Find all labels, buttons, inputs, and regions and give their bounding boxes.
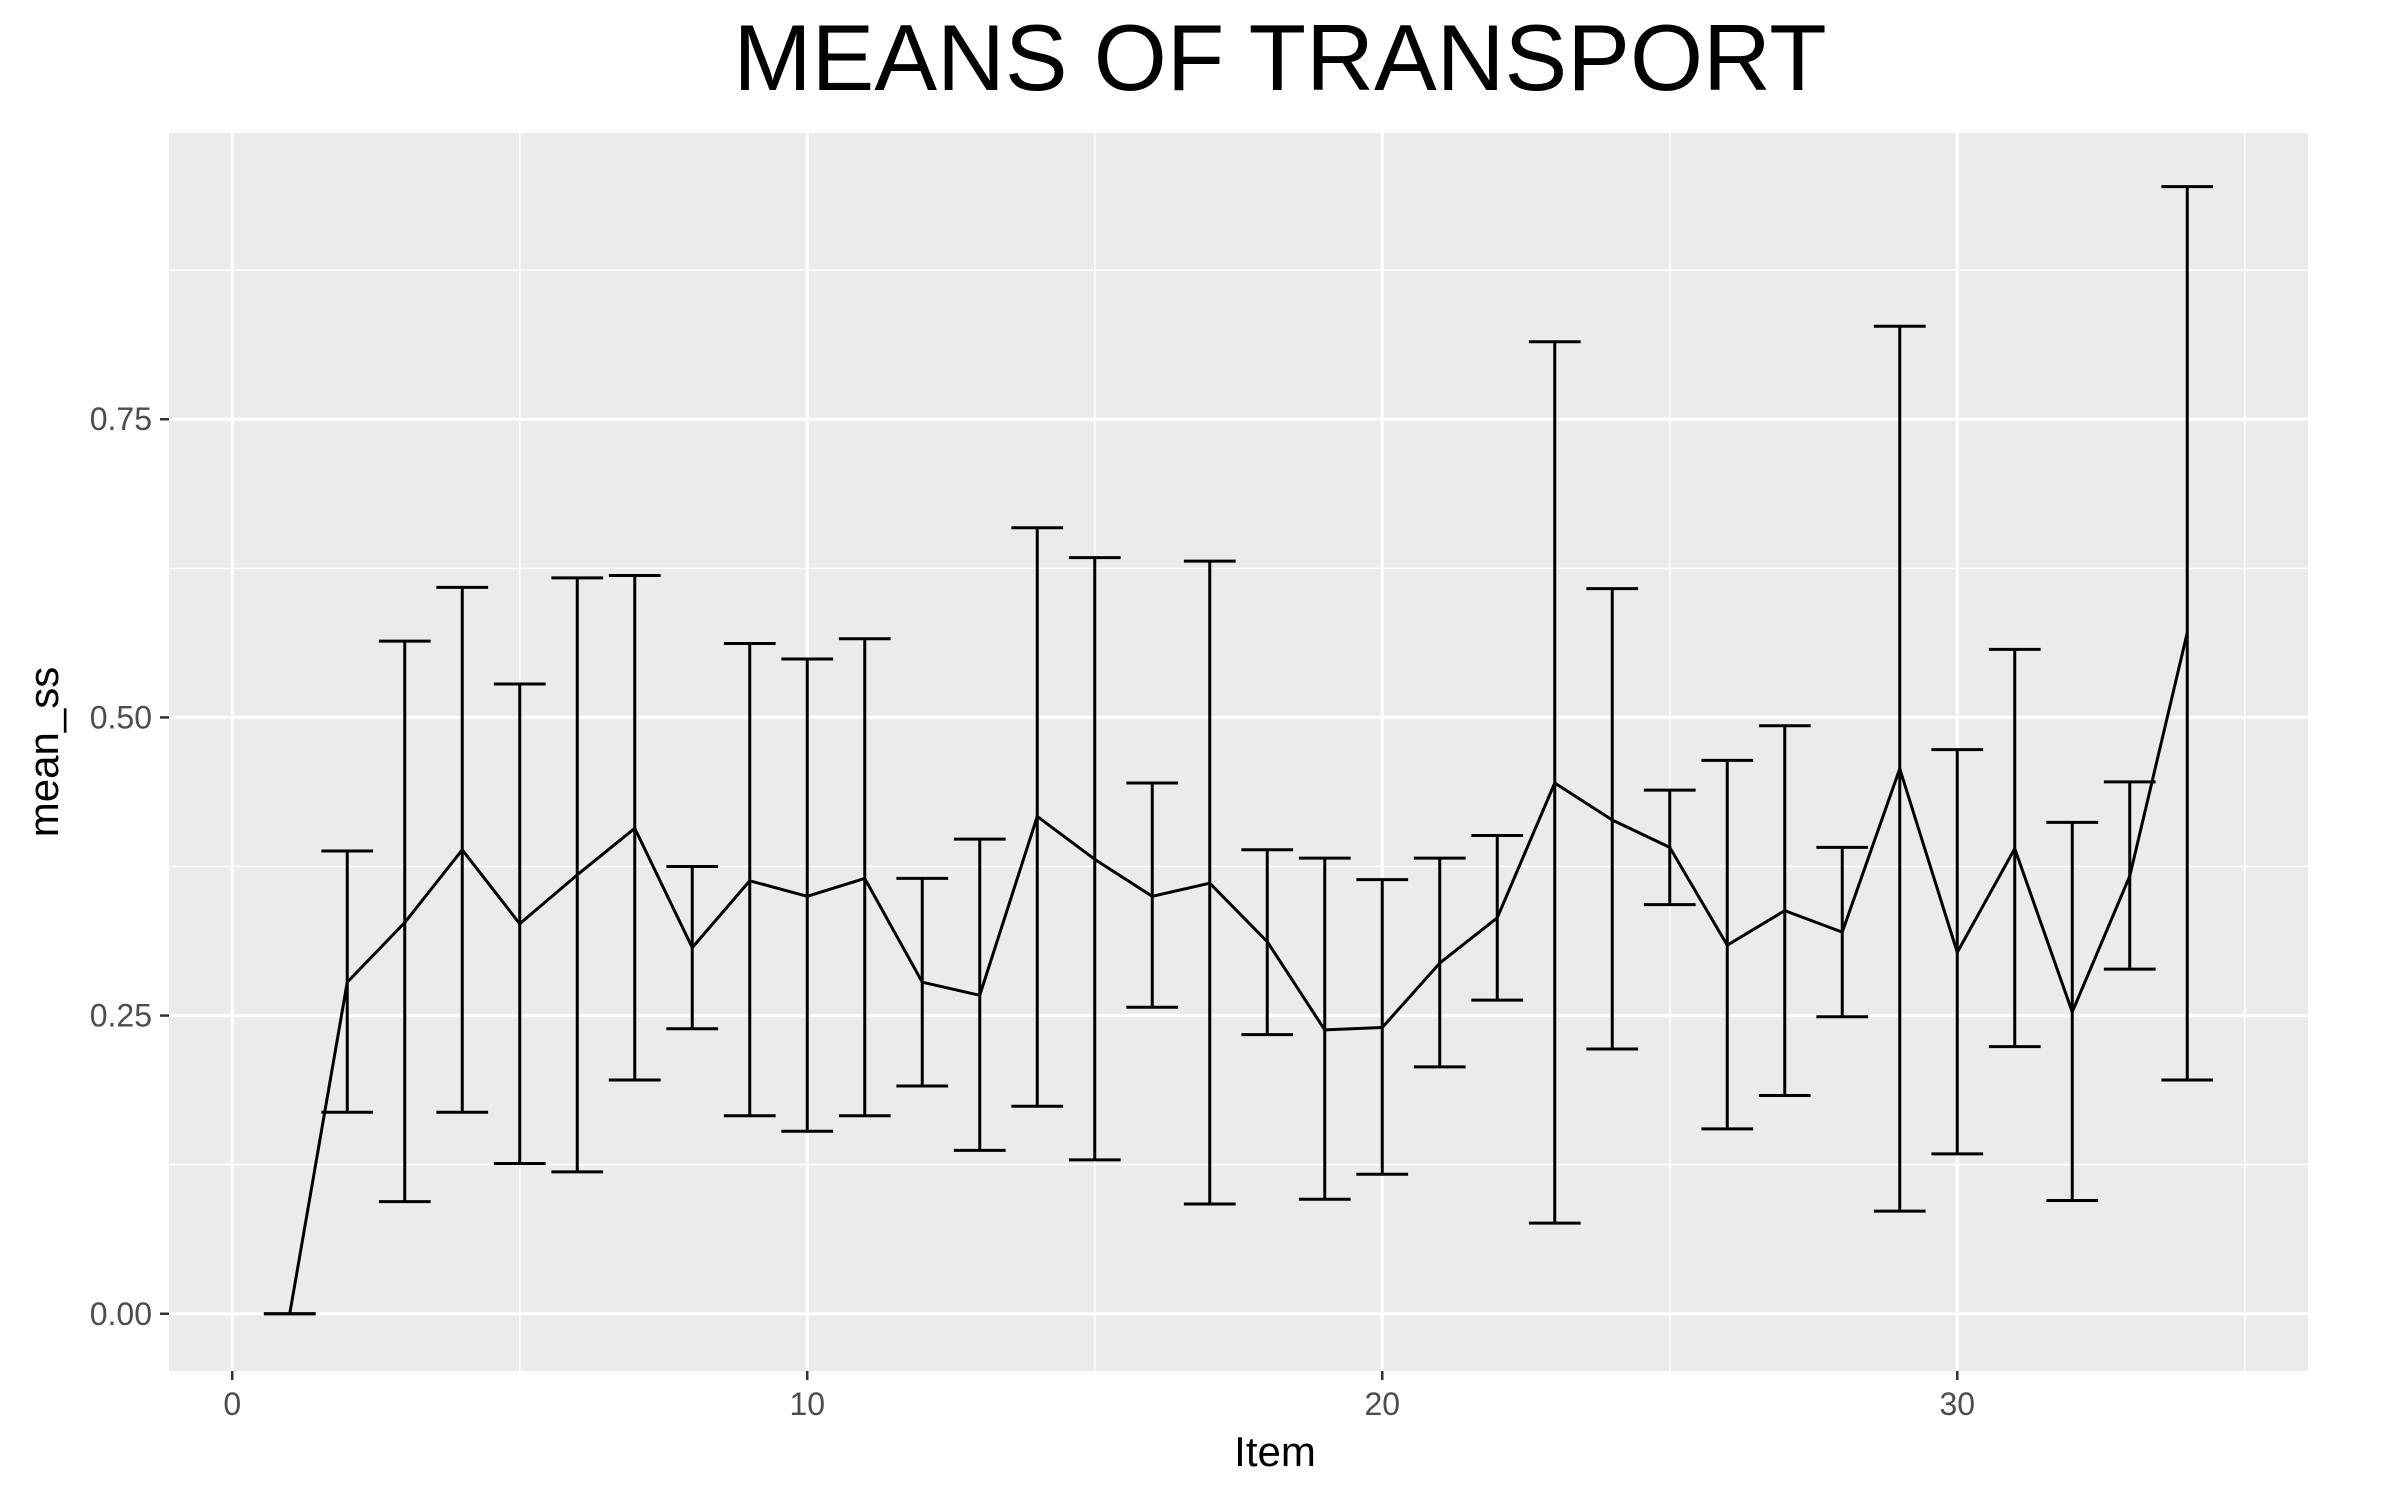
series-line-path: [288, 632, 2189, 1315]
x-tick-label: 30: [1939, 1386, 1975, 1422]
x-tick-label: 0: [223, 1386, 241, 1422]
y-tick-label: 0.50: [90, 699, 152, 735]
y-axis: 0.00 0.25 0.50 0.75: [90, 401, 169, 1332]
series-line: [288, 632, 2189, 1315]
y-tick-label: 0.00: [90, 1296, 152, 1332]
y-axis-label: mean_ss: [20, 667, 67, 837]
x-tick-label: 20: [1364, 1386, 1400, 1422]
x-axis: 0 10 20 30: [223, 1371, 1975, 1422]
y-tick-label: 0.25: [90, 998, 152, 1034]
plot-panel: [169, 133, 2308, 1371]
x-axis-label: Item: [1234, 1428, 1316, 1475]
y-tick-label: 0.75: [90, 401, 152, 437]
chart-title: MEANS OF TRANSPORT: [733, 5, 1826, 110]
major-gridlines: [169, 133, 2308, 1371]
x-tick-label: 10: [789, 1386, 825, 1422]
